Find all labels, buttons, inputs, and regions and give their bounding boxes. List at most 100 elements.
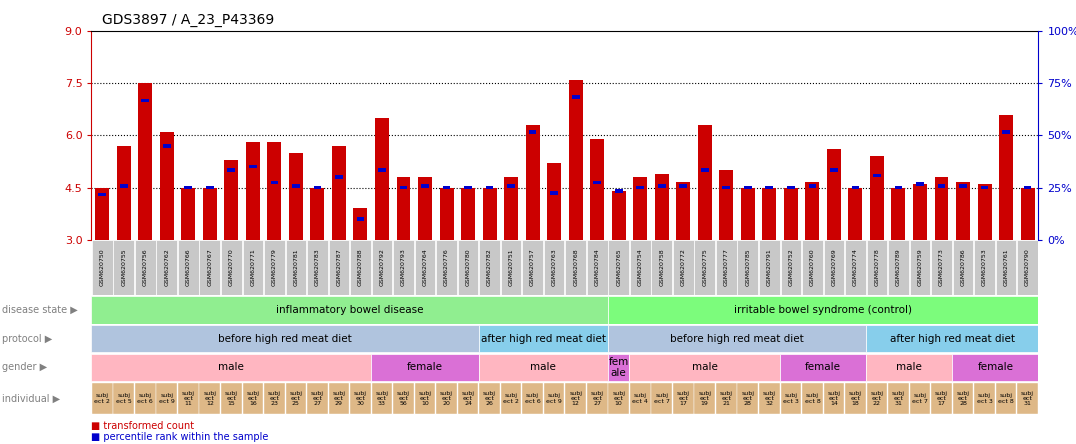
Bar (547, 163, 561, 240)
Text: GSM620783: GSM620783 (315, 249, 320, 286)
Text: GSM620773: GSM620773 (939, 249, 944, 286)
Text: GSM620753: GSM620753 (982, 249, 987, 286)
Bar (677, 182, 691, 240)
FancyBboxPatch shape (178, 382, 199, 415)
Text: before high red meat diet: before high red meat diet (218, 333, 352, 344)
FancyBboxPatch shape (780, 353, 866, 381)
Bar (980, 186, 989, 189)
Bar (912, 184, 926, 240)
Bar (96, 188, 110, 240)
Text: GSM620764: GSM620764 (423, 249, 427, 286)
Text: before high red meat diet: before high red meat diet (670, 333, 804, 344)
FancyBboxPatch shape (586, 382, 608, 415)
Text: ■ transformed count: ■ transformed count (91, 421, 195, 431)
Text: subj
ect
18: subj ect 18 (849, 391, 862, 406)
FancyBboxPatch shape (952, 240, 974, 295)
Text: GSM620752: GSM620752 (789, 249, 793, 286)
Bar (700, 168, 709, 172)
Bar (288, 153, 303, 240)
Text: subj
ect 9: subj ect 9 (547, 393, 562, 404)
Text: subj
ect
28: subj ect 28 (741, 391, 754, 406)
Bar (977, 184, 991, 240)
Text: subj
ect
14: subj ect 14 (827, 391, 840, 406)
FancyBboxPatch shape (543, 382, 565, 415)
FancyBboxPatch shape (371, 240, 393, 295)
Text: ■ percentile rank within the sample: ■ percentile rank within the sample (91, 432, 269, 442)
Bar (440, 188, 454, 240)
Bar (313, 186, 322, 189)
Bar (162, 144, 171, 147)
Bar (568, 80, 583, 240)
Text: subj
ect
12: subj ect 12 (569, 391, 582, 406)
Bar (331, 146, 346, 240)
Bar (482, 188, 496, 240)
FancyBboxPatch shape (113, 382, 134, 415)
Text: subj
ect
25: subj ect 25 (289, 391, 302, 406)
Bar (227, 168, 236, 172)
FancyBboxPatch shape (780, 240, 802, 295)
Text: GSM620790: GSM620790 (1025, 249, 1030, 286)
FancyBboxPatch shape (436, 382, 457, 415)
Bar (141, 99, 150, 103)
Bar (955, 182, 969, 240)
Text: GSM620778: GSM620778 (875, 249, 879, 286)
Text: GSM620791: GSM620791 (767, 249, 771, 286)
Text: subj
ect 2: subj ect 2 (95, 393, 110, 404)
FancyBboxPatch shape (995, 382, 1017, 415)
FancyBboxPatch shape (1017, 382, 1038, 415)
Bar (335, 175, 343, 179)
FancyBboxPatch shape (242, 240, 264, 295)
Text: gender ▶: gender ▶ (2, 362, 47, 373)
FancyBboxPatch shape (565, 240, 586, 295)
Bar (916, 182, 924, 186)
Bar (378, 168, 386, 172)
FancyBboxPatch shape (522, 240, 543, 295)
Bar (590, 139, 605, 240)
Text: GDS3897 / A_23_P43369: GDS3897 / A_23_P43369 (102, 13, 274, 28)
FancyBboxPatch shape (264, 382, 285, 415)
Bar (698, 125, 712, 240)
FancyBboxPatch shape (651, 240, 672, 295)
FancyBboxPatch shape (371, 382, 393, 415)
Text: subj
ect 2: subj ect 2 (504, 393, 519, 404)
Bar (1020, 188, 1034, 240)
Text: individual ▶: individual ▶ (2, 393, 60, 404)
FancyBboxPatch shape (909, 382, 931, 415)
Text: GSM620751: GSM620751 (509, 249, 513, 286)
Text: subj
ect 9: subj ect 9 (159, 393, 174, 404)
FancyBboxPatch shape (586, 240, 608, 295)
Bar (783, 188, 798, 240)
FancyBboxPatch shape (1017, 240, 1038, 295)
Text: male: male (692, 362, 718, 373)
FancyBboxPatch shape (307, 382, 328, 415)
Bar (787, 186, 795, 189)
FancyBboxPatch shape (221, 240, 242, 295)
Text: subj
ect
31: subj ect 31 (892, 391, 905, 406)
Bar (504, 177, 519, 240)
FancyBboxPatch shape (134, 240, 156, 295)
FancyBboxPatch shape (952, 353, 1038, 381)
Text: GSM620792: GSM620792 (380, 249, 384, 286)
Text: GSM620768: GSM620768 (574, 249, 578, 286)
Text: subj
ect
10: subj ect 10 (419, 391, 431, 406)
FancyBboxPatch shape (414, 240, 436, 295)
Bar (611, 191, 625, 240)
Text: GSM620775: GSM620775 (703, 249, 707, 286)
Text: subj
ect 6: subj ect 6 (525, 393, 540, 404)
Bar (224, 160, 239, 240)
FancyBboxPatch shape (974, 382, 995, 415)
FancyBboxPatch shape (737, 240, 759, 295)
Bar (614, 189, 623, 193)
Bar (461, 188, 475, 240)
Text: subj
ect 5: subj ect 5 (116, 393, 131, 404)
Text: GSM620786: GSM620786 (961, 249, 965, 286)
Text: subj
ect
32: subj ect 32 (763, 391, 776, 406)
FancyBboxPatch shape (91, 296, 608, 324)
Text: subj
ect
12: subj ect 12 (203, 391, 216, 406)
FancyBboxPatch shape (500, 382, 522, 415)
FancyBboxPatch shape (845, 240, 866, 295)
FancyBboxPatch shape (479, 240, 500, 295)
Text: subj
ect 3: subj ect 3 (977, 393, 992, 404)
Text: subj
ect
22: subj ect 22 (870, 391, 883, 406)
Bar (805, 182, 819, 240)
